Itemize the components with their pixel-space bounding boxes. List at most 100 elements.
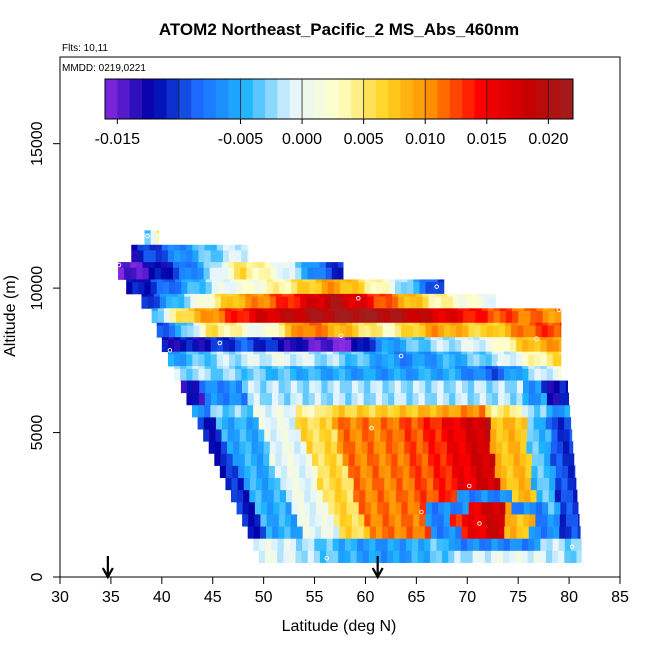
heatmap-cell: [249, 308, 256, 312]
colorbar-segment: [277, 79, 291, 119]
heatmap-cell: [516, 380, 524, 394]
heatmap-cell: [467, 538, 474, 551]
heatmap-cell: [229, 366, 236, 369]
heatmap-cell: [558, 353, 562, 367]
heatmap-cell: [136, 262, 143, 268]
heatmap-cell: [209, 416, 217, 430]
heatmap-cell: [456, 322, 463, 326]
heatmap-cell: [346, 501, 354, 515]
heatmap-cell: [265, 392, 273, 406]
heatmap-cell: [461, 366, 468, 369]
y-tick-label: 10000: [29, 266, 46, 311]
heatmap-cell: [286, 310, 293, 324]
heatmap-cell: [363, 404, 370, 418]
heatmap-cell: [301, 267, 308, 280]
heatmap-cell: [251, 296, 258, 309]
data-marker: [398, 353, 404, 359]
heatmap-cell: [418, 526, 426, 539]
heatmap-cell: [410, 429, 418, 442]
heatmap-cell: [388, 322, 396, 326]
heatmap-cell: [548, 310, 556, 324]
heatmap-cell: [149, 249, 157, 263]
heatmap-cell: [406, 392, 413, 406]
heatmap-cell: [169, 308, 177, 312]
heatmap-cell: [186, 244, 193, 251]
heatmap-cell: [503, 538, 511, 551]
heatmap-cell: [271, 339, 279, 353]
heatmap-cell: [372, 477, 379, 491]
heatmap-cell: [542, 308, 550, 312]
heatmap-cell: [553, 322, 561, 326]
heatmap-cell: [219, 465, 227, 479]
heatmap-cell: [339, 514, 347, 527]
heatmap-cell: [547, 380, 554, 394]
colorbar-tick-label: -0.005: [218, 131, 263, 148]
heatmap-cell: [190, 293, 197, 297]
heatmap-cell: [345, 392, 352, 406]
heatmap-cell: [314, 366, 322, 369]
heatmap-cell: [215, 267, 223, 280]
heatmap-cell: [573, 477, 577, 491]
heatmap-cell: [222, 249, 230, 263]
heatmap-cell: [324, 441, 332, 454]
heatmap-cell: [248, 514, 255, 527]
heatmap-cell: [310, 310, 317, 324]
heatmap-cell: [332, 404, 340, 418]
data-marker: [116, 262, 122, 268]
heatmap-cell: [181, 279, 188, 283]
heatmap-cell: [449, 380, 457, 394]
heatmap-cell: [517, 322, 524, 326]
heatmap-cell: [413, 279, 420, 283]
heatmap-cell: [336, 453, 343, 466]
heatmap-cell: [317, 465, 325, 479]
heatmap-cell: [296, 538, 303, 551]
heatmap-cell: [382, 322, 390, 326]
plot-frame: [59, 56, 621, 578]
heatmap-cell: [369, 366, 377, 369]
heatmap-cell: [266, 380, 273, 394]
heatmap-cell: [132, 281, 139, 295]
heatmap-cell: [309, 279, 316, 283]
y-tick-label: 5000: [29, 415, 46, 451]
heatmap-cell: [331, 262, 339, 268]
heatmap-cell: [533, 550, 541, 563]
heatmap-cell: [455, 368, 462, 381]
x-tick-label: 50: [255, 589, 273, 606]
heatmap-cell: [198, 366, 205, 369]
heatmap-cell: [436, 404, 443, 418]
heatmap-cell: [481, 310, 489, 324]
heatmap-cell: [180, 366, 187, 369]
heatmap-cell: [473, 392, 481, 406]
heatmap-cell: [516, 339, 523, 353]
heatmap-cell: [498, 325, 506, 338]
heatmap-cell: [522, 392, 529, 406]
heatmap-cell: [391, 441, 399, 454]
heatmap-cell: [353, 308, 360, 312]
heatmap-cell: [156, 232, 160, 246]
heatmap-cell: [369, 351, 377, 355]
heatmap-cell: [505, 310, 513, 324]
data-marker: [217, 340, 223, 346]
colorbar-segment: [240, 79, 254, 119]
heatmap-cell: [498, 392, 505, 406]
heatmap-cell: [455, 351, 462, 355]
heatmap-cell: [240, 262, 247, 268]
heatmap-cell: [323, 477, 330, 491]
heatmap-cell: [414, 310, 421, 324]
heatmap-cell: [474, 501, 482, 515]
heatmap-cell: [321, 380, 328, 394]
x-tick-label: 60: [357, 589, 375, 606]
heatmap-cell: [276, 267, 284, 280]
heatmap-cell: [568, 465, 575, 479]
heatmap-cell: [143, 244, 150, 251]
heatmap-cell: [534, 538, 541, 551]
heatmap-cell: [257, 296, 265, 309]
heatmap-cell: [529, 325, 536, 338]
heatmap-cell: [379, 293, 387, 297]
heatmap-cell: [455, 380, 463, 394]
heatmap-cell: [346, 279, 353, 283]
heatmap-cell: [193, 281, 200, 295]
heatmap-cell: [221, 262, 229, 268]
heatmap-cell: [210, 404, 217, 418]
heatmap-cell: [337, 262, 344, 268]
